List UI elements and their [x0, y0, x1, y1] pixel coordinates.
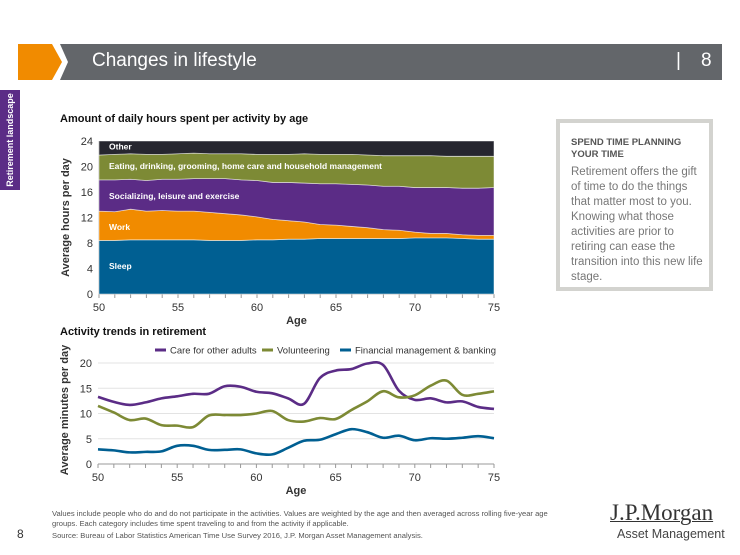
- callout-heading: SPEND TIME PLANNING YOUR TIME: [571, 137, 682, 160]
- x-tick-label: 50: [93, 302, 105, 314]
- y-tick-label: 12: [81, 213, 93, 225]
- header-bar: [60, 44, 722, 80]
- line-financial: [97, 427, 495, 457]
- logo-jpmorgan: J.P.Morgan: [610, 500, 714, 525]
- y-tick-label: 0: [86, 459, 92, 471]
- area-label-other: Other: [109, 142, 132, 152]
- page-title: Changes in lifestyle: [92, 50, 257, 71]
- legend-label-financial: Financial management & banking: [355, 346, 496, 357]
- chart1-title: Amount of daily hours spent per activity…: [60, 113, 309, 125]
- x-tick-label: 65: [330, 302, 342, 314]
- y-tick-label: 15: [80, 383, 92, 395]
- x-tick-label: 75: [488, 472, 500, 484]
- line-volunteering: [97, 379, 495, 429]
- area-sleep: [98, 237, 495, 295]
- source-note: Source: Bureau of Labor Statistics Ameri…: [52, 531, 423, 540]
- x-tick-label: 60: [250, 472, 262, 484]
- y-tick-label: 0: [87, 289, 93, 301]
- callout-box: [556, 119, 713, 291]
- y-tick-label: 4: [87, 264, 93, 276]
- y-tick-label: 8: [87, 238, 93, 250]
- y-tick-label: 20: [80, 358, 92, 370]
- legend-label-volunteering: Volunteering: [277, 346, 330, 357]
- x-tick-label: 55: [171, 472, 183, 484]
- y-axis-title: Average minutes per day: [59, 344, 71, 475]
- y-tick-label: 20: [81, 162, 93, 174]
- header-chevron: [18, 44, 62, 80]
- y-tick-label: 5: [86, 434, 92, 446]
- area-label-social: Socializing, leisure and exercise: [109, 191, 240, 201]
- area-other: [98, 140, 495, 157]
- x-tick-label: 75: [488, 302, 500, 314]
- x-tick-label: 70: [409, 302, 421, 314]
- header-separator: |: [676, 50, 681, 71]
- y-tick-label: 24: [81, 136, 93, 148]
- x-axis-title: Age: [286, 485, 307, 497]
- y-tick-label: 16: [81, 187, 93, 199]
- y-tick-label: 10: [80, 409, 92, 421]
- x-tick-label: 55: [172, 302, 184, 314]
- callout-body: Retirement offers the gift of time to do…: [571, 166, 703, 283]
- area-label-eating: Eating, drinking, grooming, home care an…: [109, 161, 382, 171]
- footnote: Values include people who do and do not …: [52, 509, 548, 528]
- header-page-number: 8: [701, 50, 712, 71]
- x-axis-title: Age: [286, 315, 307, 327]
- logo-asset-management: Asset Management: [617, 527, 725, 541]
- legend-label-care: Care for other adults: [170, 346, 257, 357]
- x-tick-label: 50: [92, 472, 104, 484]
- section-tab[interactable]: [0, 90, 20, 190]
- y-axis-title: Average hours per day: [60, 157, 72, 277]
- line-care: [97, 361, 495, 411]
- area-label-work: Work: [109, 222, 130, 232]
- footer-page-number: 8: [17, 527, 24, 541]
- area-label-sleep: Sleep: [109, 261, 132, 271]
- x-tick-label: 65: [329, 472, 341, 484]
- x-tick-label: 60: [251, 302, 263, 314]
- chart2-title: Activity trends in retirement: [60, 326, 207, 338]
- x-tick-label: 70: [409, 472, 421, 484]
